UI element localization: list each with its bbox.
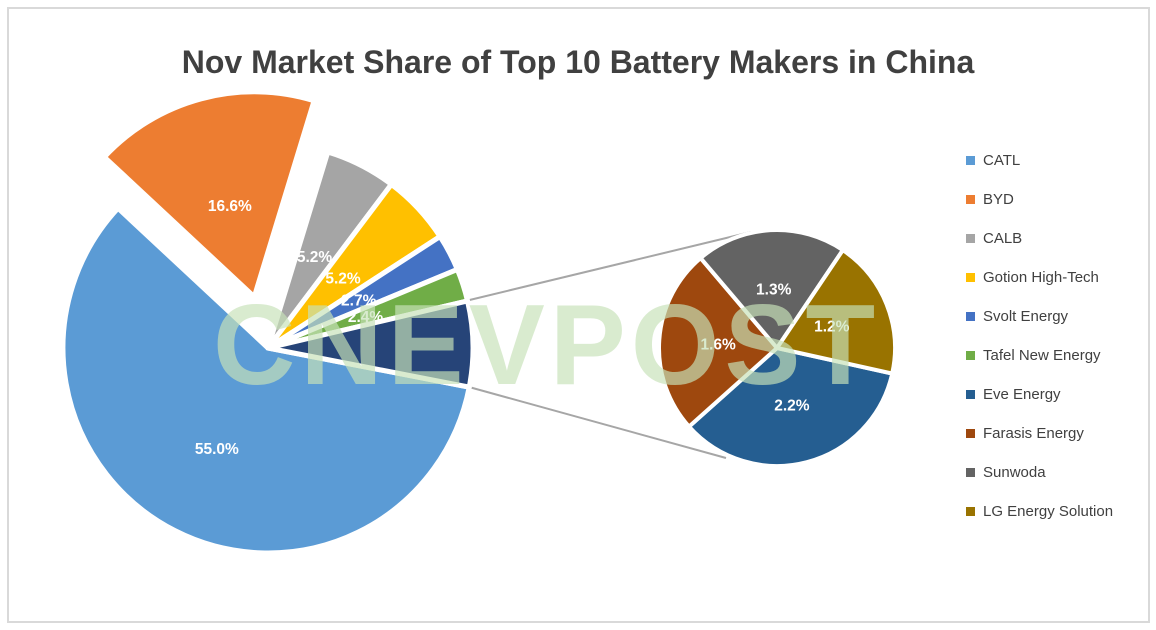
legend-swatch <box>966 429 975 438</box>
legend-label: Eve Energy <box>983 386 1061 403</box>
slice-lg-energy-solution <box>775 248 897 376</box>
legend-label: CATL <box>983 152 1021 169</box>
data-label-byd: 16.6% <box>208 198 252 215</box>
legend-label: Svolt Energy <box>983 308 1069 325</box>
legend-item-byd: BYD <box>966 180 1113 219</box>
legend-swatch <box>966 507 975 516</box>
slice-farasis-energy <box>657 256 779 429</box>
data-label-gotion-high-tech: 5.2% <box>325 271 361 288</box>
data-label-farasis-energy: 1.6% <box>700 336 736 353</box>
legend-label: Farasis Energy <box>983 425 1084 442</box>
legend-item-gotion-high-tech: Gotion High-Tech <box>966 258 1113 297</box>
legend-item-lg-energy-solution: LG Energy Solution <box>966 492 1113 531</box>
connector-line-bottom <box>468 386 727 459</box>
legend-label: Sunwoda <box>983 464 1046 481</box>
legend-swatch <box>966 234 975 243</box>
slice-byd <box>101 89 317 300</box>
slice-other <box>265 298 476 390</box>
data-label-tafel-new-energy: 2.4% <box>348 309 384 326</box>
slice-sunwoda <box>698 228 845 350</box>
chart-title: Nov Market Share of Top 10 Battery Maker… <box>181 44 975 80</box>
slice-eve-energy <box>687 346 895 468</box>
connector-line-top <box>467 231 752 302</box>
legend-label: Gotion High-Tech <box>983 269 1099 286</box>
legend: CATL BYD CALB Gotion High-Tech Svolt Energy T… <box>966 141 1113 531</box>
legend-label: LG Energy Solution <box>983 503 1114 520</box>
legend-item-svolt-energy: Svolt Energy <box>966 297 1113 336</box>
legend-swatch <box>966 312 975 321</box>
data-label-eve-energy: 2.2% <box>774 398 810 415</box>
legend-item-farasis-energy: Farasis Energy <box>966 414 1113 453</box>
data-label-lg-energy-solution: 1.2% <box>814 319 850 336</box>
legend-item-calb: CALB <box>966 219 1113 258</box>
legend-item-catl: CATL <box>966 141 1113 180</box>
slice-catl <box>60 205 472 556</box>
data-label-sunwoda: 1.3% <box>756 282 792 299</box>
legend-item-sunwoda: Sunwoda <box>966 453 1113 492</box>
legend-swatch <box>966 273 975 282</box>
data-label-catl: 55.0% <box>195 441 239 458</box>
legend-swatch <box>966 156 975 165</box>
legend-item-tafel-new-energy: Tafel New Energy <box>966 336 1113 375</box>
legend-label: BYD <box>983 191 1014 208</box>
legend-item-eve-energy: Eve Energy <box>966 375 1113 414</box>
legend-swatch <box>966 351 975 360</box>
legend-label: Tafel New Energy <box>983 347 1101 364</box>
data-label-calb: 5.2% <box>297 249 333 266</box>
legend-label: CALB <box>983 230 1023 247</box>
legend-swatch <box>966 390 975 399</box>
legend-swatch <box>966 195 975 204</box>
legend-swatch <box>966 468 975 477</box>
data-label-svolt-energy: 2.7% <box>341 293 377 310</box>
